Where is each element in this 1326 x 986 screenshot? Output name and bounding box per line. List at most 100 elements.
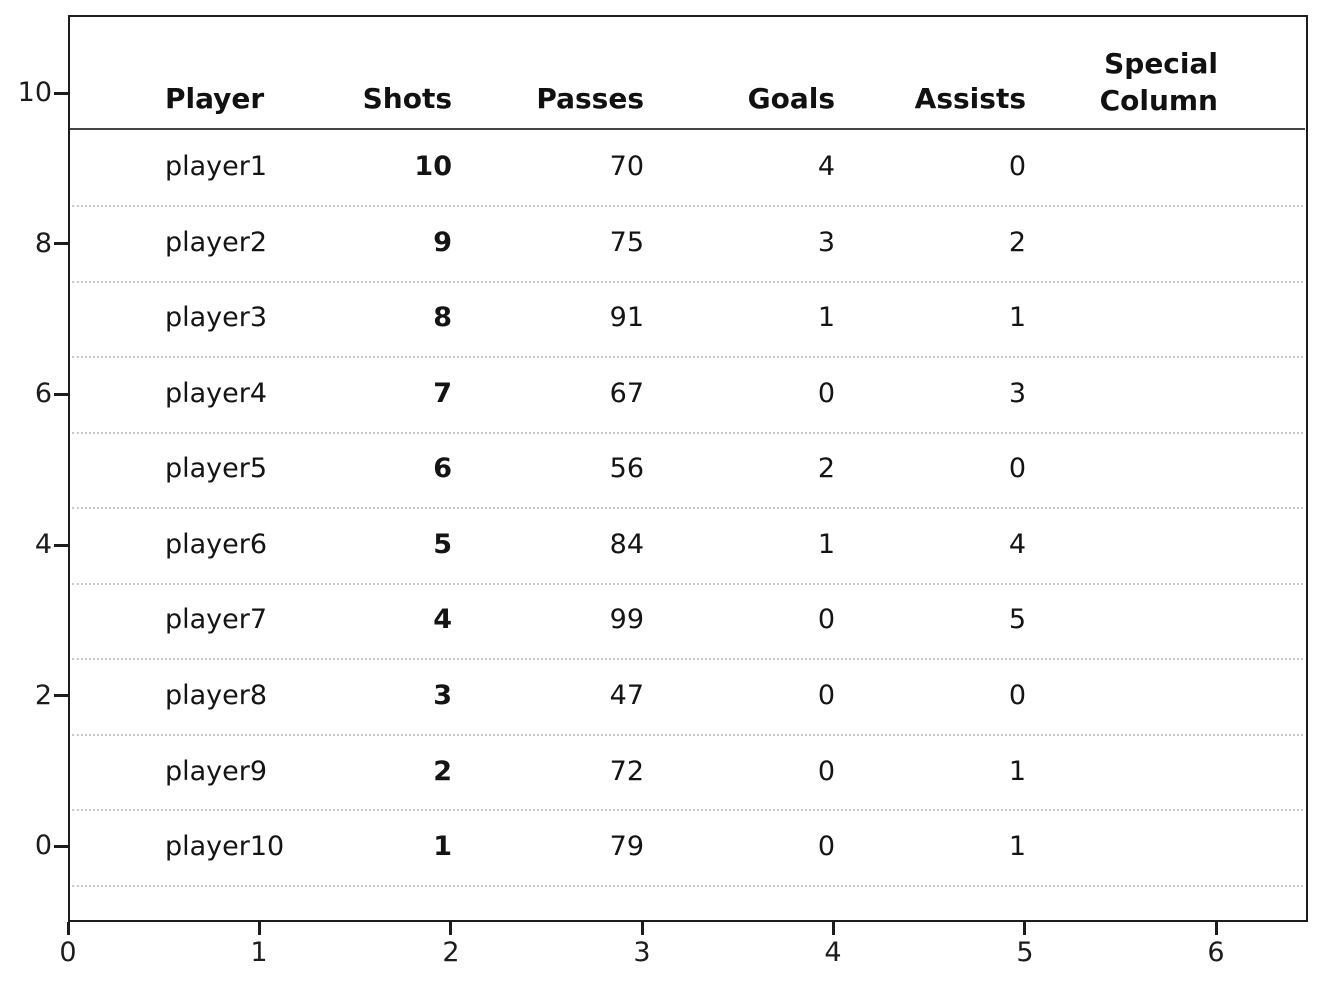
cell-goals: 4: [817, 151, 835, 182]
x-tick-mark: [832, 922, 835, 935]
x-tick-mark: [67, 922, 70, 935]
cell-assists: 0: [1008, 151, 1026, 182]
axes-frame: Player Shots Passes Goals Assists Specia…: [68, 15, 1308, 922]
x-tick-mark: [1023, 922, 1026, 935]
y-tick-label: 10: [17, 77, 52, 108]
cell-player: player4: [165, 378, 268, 409]
y-tick-mark: [54, 242, 68, 245]
cell-shots: 8: [433, 302, 452, 333]
col-header-player: Player: [165, 82, 265, 115]
y-tick-mark: [54, 393, 68, 396]
table-row: player5 6 56 2 0: [70, 432, 1305, 506]
cell-passes: 56: [609, 453, 644, 484]
y-tick-mark: [54, 544, 68, 547]
cell-assists: 0: [1008, 453, 1026, 484]
col-header-special-column: Special Column: [1058, 45, 1218, 119]
col-header-shots: Shots: [362, 82, 452, 115]
cell-passes: 79: [609, 831, 644, 862]
x-tick-mark: [1215, 922, 1218, 935]
cell-player: player5: [165, 453, 268, 484]
cell-passes: 75: [609, 227, 644, 258]
cell-goals: 0: [817, 831, 835, 862]
row-gridline: [72, 734, 1303, 736]
col-header-passes: Passes: [536, 82, 644, 115]
col-header-special-line2: Column: [1099, 84, 1218, 117]
cell-shots: 10: [414, 151, 452, 182]
x-tick-mark: [641, 922, 644, 935]
header-separator-line: [70, 128, 1305, 130]
row-gridline: [72, 885, 1303, 887]
x-tick-mark: [258, 922, 261, 935]
row-gridline: [72, 507, 1303, 509]
table-row: player10 1 79 0 1: [70, 810, 1305, 884]
row-gridline: [72, 658, 1303, 660]
y-tick-mark: [54, 845, 68, 848]
y-tick-label: 2: [34, 680, 52, 711]
cell-player: player10: [165, 831, 285, 862]
row-gridline: [72, 432, 1303, 434]
x-tick-label: 6: [1207, 937, 1225, 968]
cell-player: player1: [165, 151, 268, 182]
cell-shots: 3: [433, 680, 452, 711]
y-tick-label: 0: [34, 830, 52, 861]
cell-shots: 1: [433, 831, 452, 862]
cell-goals: 0: [817, 756, 835, 787]
cell-shots: 5: [433, 529, 452, 560]
cell-shots: 2: [433, 756, 452, 787]
cell-shots: 7: [433, 378, 452, 409]
cell-assists: 1: [1008, 756, 1026, 787]
cell-goals: 1: [817, 529, 835, 560]
cell-player: player3: [165, 302, 268, 333]
row-gridline: [72, 809, 1303, 811]
cell-passes: 67: [609, 378, 644, 409]
cell-goals: 3: [817, 227, 835, 258]
x-tick-label: 4: [824, 937, 842, 968]
cell-player: player9: [165, 756, 268, 787]
cell-passes: 47: [609, 680, 644, 711]
table-row: player8 3 47 0 0: [70, 659, 1305, 733]
cell-passes: 72: [609, 756, 644, 787]
cell-goals: 0: [817, 680, 835, 711]
x-tick-label: 0: [59, 937, 77, 968]
x-tick-mark: [449, 922, 452, 935]
cell-assists: 3: [1008, 378, 1026, 409]
table-row: player3 8 91 1 1: [70, 281, 1305, 355]
cell-assists: 2: [1008, 227, 1026, 258]
table-row: player6 5 84 1 4: [70, 508, 1305, 582]
cell-goals: 2: [817, 453, 835, 484]
y-tick-label: 8: [34, 228, 52, 259]
x-tick-label: 3: [633, 937, 651, 968]
x-tick-label: 2: [442, 937, 460, 968]
y-tick-label: 6: [34, 378, 52, 409]
x-tick-label: 5: [1016, 937, 1034, 968]
cell-assists: 1: [1008, 831, 1026, 862]
cell-assists: 4: [1008, 529, 1026, 560]
cell-shots: 9: [433, 227, 452, 258]
table-row: player7 4 99 0 5: [70, 583, 1305, 657]
cell-assists: 5: [1008, 604, 1026, 635]
cell-passes: 91: [609, 302, 644, 333]
cell-player: player7: [165, 604, 268, 635]
row-gridline: [72, 281, 1303, 283]
table-row: player2 9 75 3 2: [70, 206, 1305, 280]
y-tick-mark: [54, 694, 68, 697]
cell-passes: 99: [609, 604, 644, 635]
col-header-goals: Goals: [747, 82, 835, 115]
cell-shots: 6: [433, 453, 452, 484]
table-row: player9 2 72 0 1: [70, 735, 1305, 809]
col-header-assists: Assists: [914, 82, 1026, 115]
cell-player: player6: [165, 529, 268, 560]
table-row: player1 10 70 4 0: [70, 130, 1305, 204]
table-row: player4 7 67 0 3: [70, 357, 1305, 431]
y-tick-label: 4: [34, 529, 52, 560]
x-tick-label: 1: [250, 937, 268, 968]
cell-goals: 0: [817, 604, 835, 635]
cell-shots: 4: [433, 604, 452, 635]
y-tick-mark: [54, 92, 68, 95]
cell-player: player8: [165, 680, 268, 711]
cell-player: player2: [165, 227, 268, 258]
col-header-special-line1: Special: [1104, 47, 1218, 80]
cell-goals: 0: [817, 378, 835, 409]
cell-passes: 84: [609, 529, 644, 560]
